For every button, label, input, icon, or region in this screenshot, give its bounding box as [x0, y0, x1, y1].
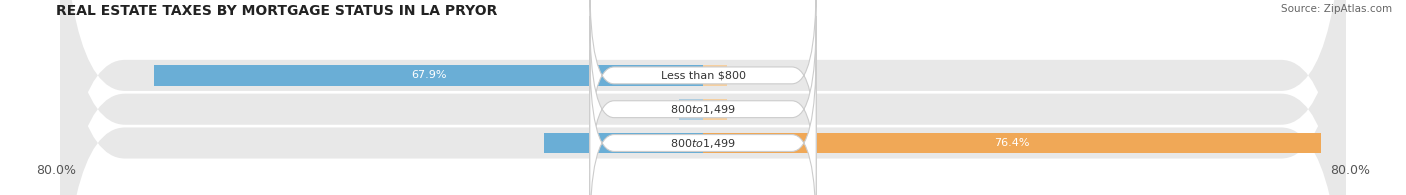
- FancyBboxPatch shape: [60, 0, 1346, 195]
- Text: Source: ZipAtlas.com: Source: ZipAtlas.com: [1281, 4, 1392, 14]
- Text: 0.0%: 0.0%: [735, 104, 763, 114]
- FancyBboxPatch shape: [60, 0, 1346, 195]
- Text: 19.7%: 19.7%: [606, 138, 641, 148]
- FancyBboxPatch shape: [591, 50, 817, 195]
- Bar: [703, 65, 727, 86]
- Text: Less than $800: Less than $800: [661, 70, 745, 80]
- FancyBboxPatch shape: [591, 0, 817, 168]
- Text: $800 to $1,499: $800 to $1,499: [671, 136, 735, 150]
- FancyBboxPatch shape: [60, 0, 1346, 195]
- Text: 0.0%: 0.0%: [643, 104, 671, 114]
- Text: 67.9%: 67.9%: [411, 70, 446, 80]
- FancyBboxPatch shape: [591, 16, 817, 195]
- Text: 76.4%: 76.4%: [994, 138, 1029, 148]
- Bar: [703, 133, 1320, 153]
- Text: REAL ESTATE TAXES BY MORTGAGE STATUS IN LA PRYOR: REAL ESTATE TAXES BY MORTGAGE STATUS IN …: [56, 4, 498, 18]
- Bar: [544, 133, 703, 153]
- Bar: [155, 65, 703, 86]
- Bar: [679, 99, 703, 120]
- Text: $800 to $1,499: $800 to $1,499: [671, 103, 735, 116]
- Text: 0.0%: 0.0%: [735, 70, 763, 80]
- Bar: [703, 99, 727, 120]
